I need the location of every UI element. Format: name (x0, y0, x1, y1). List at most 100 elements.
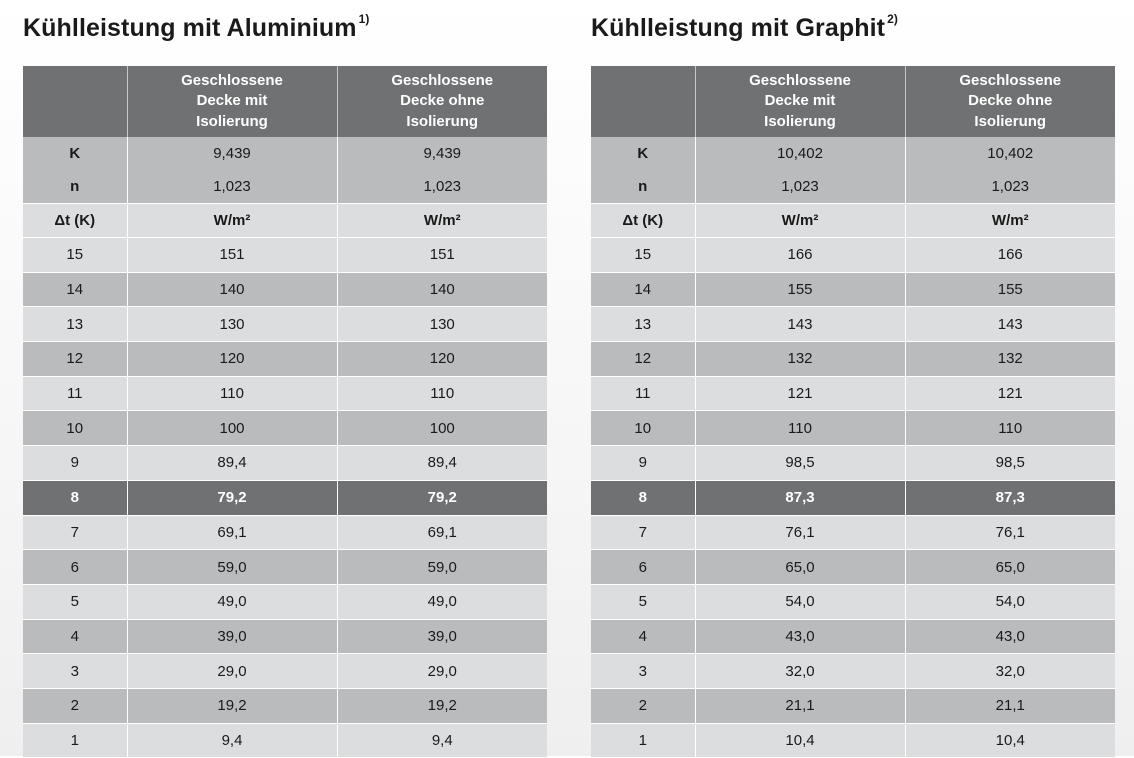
value-with-insulation: 143 (694, 306, 905, 343)
row-label-cell: 12 (23, 341, 127, 377)
table-row: 6 65,0 65,0 (591, 549, 1115, 585)
value-with-insulation: 19,2 (126, 688, 337, 724)
row-label-cell: 8 (591, 480, 695, 516)
value-with-insulation: 65,0 (694, 549, 905, 585)
unit-row: Δt (K) W/m² W/m² (591, 203, 1115, 238)
row-label-cell: 11 (23, 376, 127, 412)
value-without-insulation: 54,0 (904, 584, 1115, 620)
value-with-insulation: 10,402 (694, 137, 905, 170)
header-cell-without-insulation: Geschlossene Decke ohne Isolierung (336, 66, 547, 137)
table-row: 10 110 110 (591, 410, 1115, 447)
value-without-insulation: 130 (336, 306, 547, 343)
table-row: 12 120 120 (23, 341, 547, 377)
value-without-insulation: 76,1 (904, 515, 1115, 551)
header-cell-corner (591, 66, 695, 137)
k-row: K 10,402 10,402 (591, 137, 1115, 170)
cooling-table: Geschlossene Decke mit Isolierung Geschl… (591, 66, 1115, 758)
value-without-insulation: 89,4 (336, 445, 547, 481)
footnote-marker: 1) (358, 12, 370, 26)
row-label-cell: 6 (23, 549, 127, 585)
value-without-insulation: 10,4 (904, 723, 1115, 758)
table-row: 8 87,3 87,3 (591, 480, 1115, 516)
value-with-insulation: 110 (694, 410, 905, 447)
table-row: 10 100 100 (23, 410, 547, 447)
value-with-insulation: 155 (694, 272, 905, 308)
row-label-cell: 10 (591, 410, 695, 447)
row-label-cell: 2 (591, 688, 695, 724)
row-label-cell: 15 (23, 237, 127, 273)
value-with-insulation: W/m² (126, 203, 337, 238)
value-with-insulation: 69,1 (126, 515, 337, 551)
value-without-insulation: 32,0 (904, 653, 1115, 689)
header-cell-without-insulation: Geschlossene Decke ohne Isolierung (904, 66, 1115, 137)
value-without-insulation: 121 (904, 376, 1115, 412)
unit-row: Δt (K) W/m² W/m² (23, 203, 547, 238)
value-without-insulation: 65,0 (904, 549, 1115, 585)
value-without-insulation: 151 (336, 237, 547, 273)
value-with-insulation: 110 (126, 376, 337, 412)
header-cell-with-insulation: Geschlossene Decke mit Isolierung (694, 66, 905, 137)
value-without-insulation: 87,3 (904, 480, 1115, 516)
table-row: 6 59,0 59,0 (23, 549, 547, 585)
footnote-marker: 2) (887, 12, 898, 26)
table-row: 9 98,5 98,5 (591, 445, 1115, 481)
row-label-cell: 8 (23, 480, 127, 516)
header-row: Geschlossene Decke mit Isolierung Geschl… (23, 66, 547, 137)
value-without-insulation: 155 (904, 272, 1115, 308)
value-with-insulation: 9,439 (126, 137, 337, 170)
value-without-insulation: 1,023 (904, 170, 1115, 204)
n-row: n 1,023 1,023 (591, 170, 1115, 204)
row-label-cell: 1 (591, 723, 695, 758)
row-label-cell: 9 (591, 445, 695, 481)
table-row: 13 143 143 (591, 306, 1115, 343)
value-with-insulation: 1,023 (694, 170, 905, 204)
value-with-insulation: 120 (126, 341, 337, 377)
row-label-cell: n (23, 170, 127, 204)
value-without-insulation: 100 (336, 410, 547, 447)
value-with-insulation: 54,0 (694, 584, 905, 620)
row-label-cell: 13 (591, 306, 695, 343)
table-row: 5 49,0 49,0 (23, 584, 547, 620)
value-without-insulation: 10,402 (904, 137, 1115, 170)
row-label-cell: 7 (591, 515, 695, 551)
row-label-cell: K (591, 137, 695, 170)
table-row: 13 130 130 (23, 306, 547, 343)
row-label-cell: 9 (23, 445, 127, 481)
value-with-insulation: 9,4 (126, 723, 337, 758)
value-without-insulation: 49,0 (336, 584, 547, 620)
row-label-cell: 1 (23, 723, 127, 758)
value-with-insulation: 121 (694, 376, 905, 412)
value-with-insulation: 130 (126, 306, 337, 343)
value-with-insulation: 59,0 (126, 549, 337, 585)
value-without-insulation: 110 (336, 376, 547, 412)
table-row: 1 9,4 9,4 (23, 723, 547, 758)
value-without-insulation: 29,0 (336, 653, 547, 689)
table-row: 14 140 140 (23, 272, 547, 308)
row-label-cell: 3 (591, 653, 695, 689)
value-without-insulation: 69,1 (336, 515, 547, 551)
table-row: 4 39,0 39,0 (23, 619, 547, 655)
table-row: 11 121 121 (591, 376, 1115, 412)
table-row: 4 43,0 43,0 (591, 619, 1115, 655)
k-row: K 9,439 9,439 (23, 137, 547, 170)
table-row: 2 19,2 19,2 (23, 688, 547, 724)
value-without-insulation: W/m² (904, 203, 1115, 238)
value-without-insulation: 110 (904, 410, 1115, 447)
value-with-insulation: 140 (126, 272, 337, 308)
table-row: 5 54,0 54,0 (591, 584, 1115, 620)
row-label-cell: 4 (591, 619, 695, 655)
table-row: 3 29,0 29,0 (23, 653, 547, 689)
value-with-insulation: 87,3 (694, 480, 905, 516)
value-with-insulation: 1,023 (126, 170, 337, 204)
cooling-table: Geschlossene Decke mit Isolierung Geschl… (23, 66, 547, 758)
row-label-cell: K (23, 137, 127, 170)
row-label-cell: 4 (23, 619, 127, 655)
value-without-insulation: 79,2 (336, 480, 547, 516)
table-row: 7 76,1 76,1 (591, 515, 1115, 551)
value-without-insulation: W/m² (336, 203, 547, 238)
value-with-insulation: 79,2 (126, 480, 337, 516)
table-row: 11 110 110 (23, 376, 547, 412)
header-cell-corner (23, 66, 127, 137)
table-body: K 9,439 9,439 n 1,023 1,023 Δt (K) W/m² W/m² 15 15… (23, 137, 547, 758)
value-without-insulation: 9,4 (336, 723, 547, 758)
